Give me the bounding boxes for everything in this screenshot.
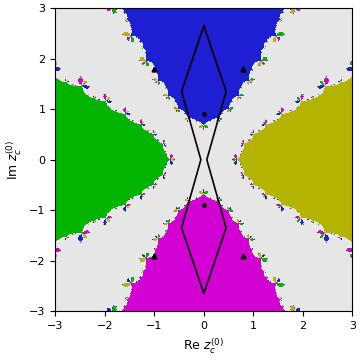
X-axis label: Re $z_c^{(0)}$: Re $z_c^{(0)}$	[183, 337, 224, 356]
Y-axis label: Im $z_c^{(0)}$: Im $z_c^{(0)}$	[4, 140, 23, 180]
